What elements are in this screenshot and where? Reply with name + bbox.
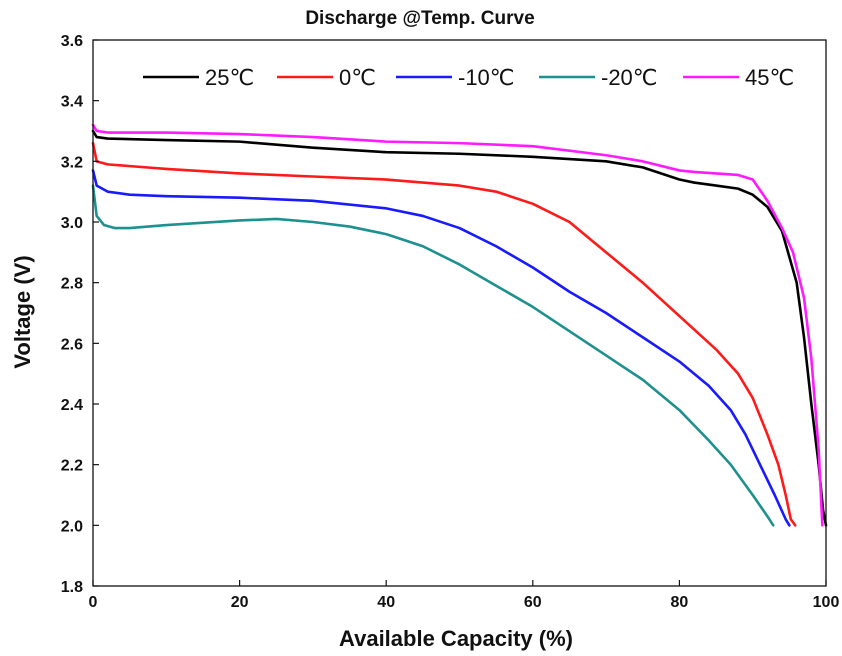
y-tick-label: 1.8 bbox=[61, 579, 83, 596]
y-tick-label: 2.6 bbox=[61, 336, 83, 353]
axes-group bbox=[92, 39, 827, 587]
x-tick-label: 60 bbox=[524, 594, 542, 611]
legend-label-1: 25℃ bbox=[205, 65, 254, 90]
x-tick-label: 40 bbox=[377, 594, 395, 611]
series-group bbox=[91, 123, 828, 527]
series-line-2 bbox=[91, 141, 797, 527]
y-tick-label: 3.2 bbox=[61, 154, 83, 171]
series-line-3 bbox=[91, 169, 791, 527]
legend-label-3: -10℃ bbox=[458, 65, 515, 90]
series-line-5 bbox=[91, 123, 824, 527]
legend: 25℃ 0℃ -10℃ -20℃ 45℃ bbox=[143, 65, 794, 90]
y-tick-label: 2.4 bbox=[61, 397, 83, 414]
plot-frame bbox=[92, 39, 827, 587]
y-tick-label: 2.2 bbox=[61, 458, 83, 475]
ticks-group: 0 20 40 60 80 100 1.8 2.0 2.2 2.4 2.6 2.8 3.0 3.2 3.4 3… bbox=[61, 33, 840, 611]
x-tick-label: 0 bbox=[89, 594, 98, 611]
y-tick-label: 3.4 bbox=[61, 94, 83, 111]
x-axis-label: Available Capacity (%) bbox=[339, 626, 573, 651]
chart-title: Discharge @Temp. Curve bbox=[305, 8, 534, 29]
series-line-1 bbox=[91, 129, 828, 527]
y-tick-label: 3.0 bbox=[61, 215, 83, 232]
legend-label-4: -20℃ bbox=[601, 65, 658, 90]
series-line-4 bbox=[91, 184, 775, 527]
legend-label-5: 45℃ bbox=[745, 65, 794, 90]
y-tick-label: 2.0 bbox=[61, 518, 83, 535]
y-axis-label: Voltage (V) bbox=[10, 255, 35, 368]
legend-label-2: 0℃ bbox=[339, 65, 376, 90]
y-tick-label: 3.6 bbox=[61, 33, 83, 50]
x-tick-label: 20 bbox=[231, 594, 249, 611]
x-tick-label: 80 bbox=[671, 594, 689, 611]
x-tick-label: 100 bbox=[813, 594, 840, 611]
y-tick-label: 2.8 bbox=[61, 276, 83, 293]
